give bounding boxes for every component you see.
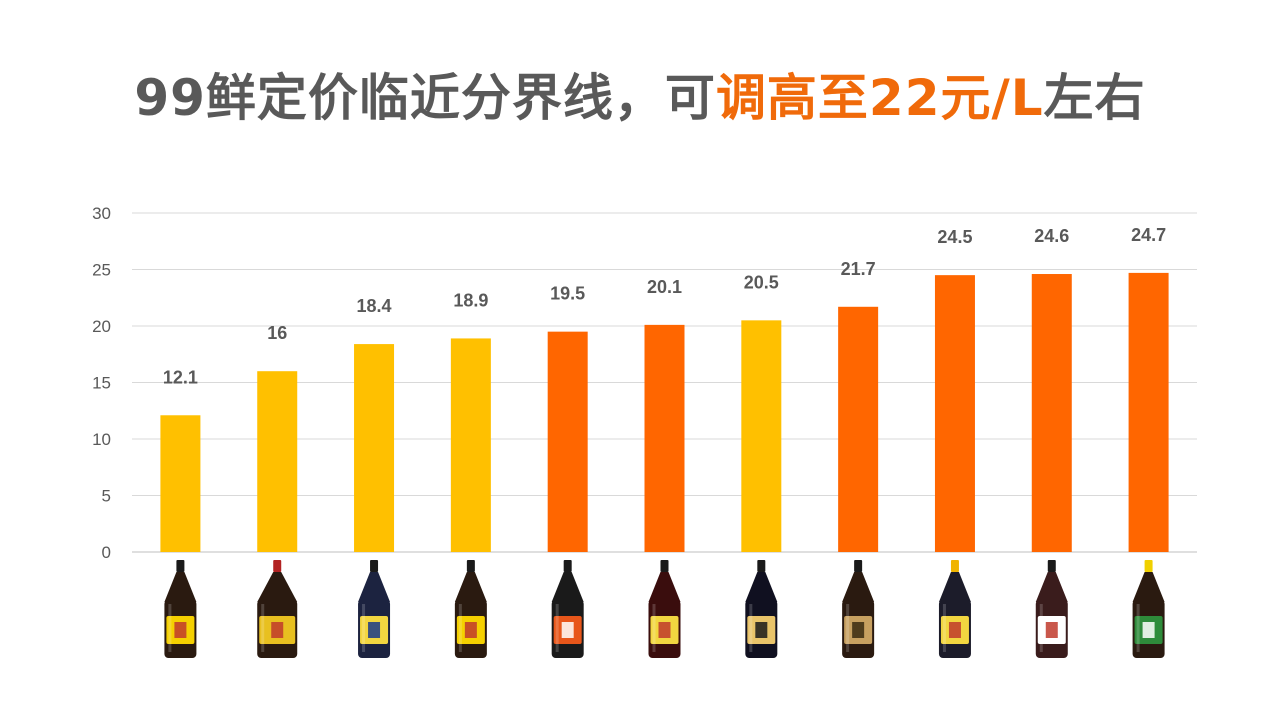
data-label: 12.1 (163, 367, 198, 387)
title-part-1: 99鲜定价临近分界线，可 (134, 69, 716, 127)
bar (450, 338, 491, 552)
y-tick-label: 10 (92, 430, 111, 449)
y-tick-label: 5 (102, 487, 111, 506)
bar (741, 320, 782, 552)
data-label: 19.5 (550, 284, 585, 304)
page-title: 99鲜定价临近分界线，可调高至22元/L左右 (0, 62, 1280, 134)
y-tick-label: 0 (102, 543, 111, 562)
soy-sauce-bottle-image (938, 560, 971, 658)
data-label: 21.7 (841, 259, 876, 279)
soy-sauce-bottle-image (164, 560, 197, 658)
data-label: 18.4 (357, 296, 392, 316)
data-label: 24.6 (1034, 226, 1069, 246)
soy-sauce-bottle-image (745, 560, 778, 658)
bar (354, 344, 395, 552)
data-label: 20.5 (744, 272, 779, 292)
soy-sauce-bottle-image (454, 560, 487, 658)
soy-sauce-bottle-image (648, 560, 681, 658)
y-tick-label: 20 (92, 317, 111, 336)
data-label: 24.5 (937, 227, 972, 247)
soy-sauce-bottle-image (842, 560, 875, 658)
bar (1128, 272, 1169, 552)
bar (838, 306, 879, 552)
title-part-2-highlight: 调高至22元/L (715, 69, 1044, 127)
bar (257, 371, 298, 552)
y-tick-label: 15 (92, 374, 111, 393)
bar (934, 275, 975, 552)
y-tick-label: 30 (92, 204, 111, 223)
soy-sauce-bottle-image (358, 560, 391, 658)
bar (644, 324, 685, 552)
data-label: 16 (267, 323, 287, 343)
bar (547, 331, 588, 552)
bar (1031, 274, 1072, 552)
y-tick-label: 25 (92, 261, 111, 280)
soy-sauce-bottle-image (257, 560, 298, 658)
title-part-3: 左右 (1043, 69, 1146, 127)
soy-sauce-bottle-image (1035, 560, 1068, 658)
soy-sauce-bottle-image (551, 560, 584, 658)
data-label: 24.7 (1131, 225, 1166, 245)
data-label: 18.9 (453, 290, 488, 310)
soy-sauce-bottle-image (1132, 560, 1165, 658)
data-label: 20.1 (647, 277, 682, 297)
bar (160, 415, 201, 552)
